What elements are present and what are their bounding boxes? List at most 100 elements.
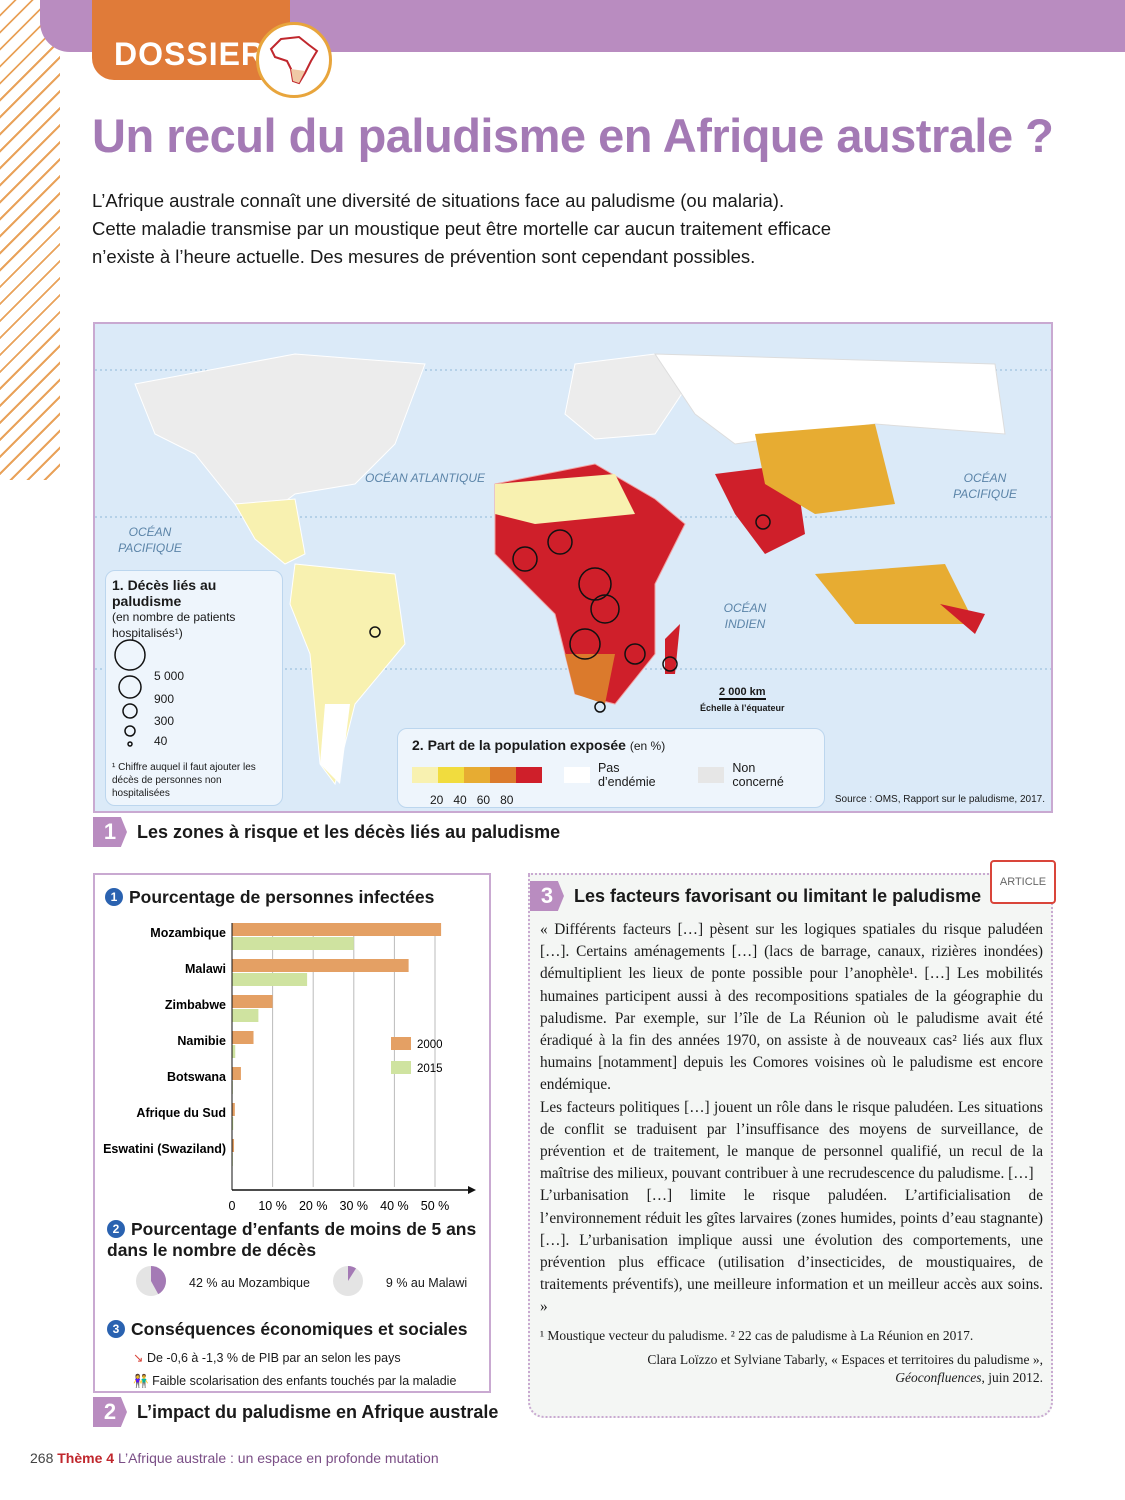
trend-down-icon: ↘ — [133, 1351, 144, 1365]
pie-malawi — [332, 1265, 364, 1300]
category-label: Botswana — [167, 1070, 227, 1084]
bar-2000 — [232, 923, 442, 936]
legend-value: 300 — [154, 714, 175, 728]
bar-2000 — [232, 995, 273, 1008]
tick: 20 — [430, 793, 444, 807]
credit-source: Géoconfluences — [895, 1369, 982, 1385]
bar-2015 — [232, 1009, 259, 1022]
intro-line: n’existe à l’heure actuelle. Des mesures… — [92, 246, 756, 267]
legend-swatch — [391, 1061, 411, 1074]
legend-value: 5 000 — [154, 669, 185, 683]
africa-logo-icon — [256, 22, 332, 98]
intro-line: L’Afrique australe connaît une diversité… — [92, 190, 785, 211]
bar-2000 — [232, 1103, 235, 1116]
x-tick-label: 40 % — [380, 1199, 409, 1213]
doc-number: 1 — [93, 817, 127, 847]
bar-2000 — [232, 1139, 235, 1152]
map-source: Source : OMS, Rapport sur le paludisme, … — [834, 794, 1045, 805]
circle-scale-icon — [114, 639, 146, 747]
bar-2000 — [232, 959, 409, 972]
article-badge: ARTICLE — [990, 860, 1056, 904]
scale-value: 2 000 km — [719, 686, 766, 700]
category-label: Eswatini (Swaziland) — [103, 1142, 226, 1156]
article-text: « Différents facteurs […] pèsent sur les… — [540, 919, 1043, 1387]
legend-swatch — [391, 1037, 411, 1050]
page-title: Un recul du paludisme en Afrique austral… — [92, 109, 1054, 162]
exposure-swatch — [516, 767, 542, 783]
exposure-swatch — [412, 767, 438, 783]
x-tick-label: 30 % — [340, 1199, 369, 1213]
category-label: Zimbabwe — [165, 998, 226, 1012]
pie-label: 9 % au Malawi — [385, 1275, 468, 1290]
exposure-swatch — [464, 767, 490, 783]
swatch-not-concerned — [698, 767, 725, 783]
paragraph: Les facteurs politiques […] jouent un rô… — [540, 1098, 1043, 1183]
ocean-label-atlantic: OCÉAN ATLANTIQUE — [365, 471, 486, 485]
bar-2015 — [232, 1045, 236, 1058]
bar-2000 — [232, 1067, 241, 1080]
children-icon: 👫 — [133, 1374, 149, 1388]
doc3-caption: 3 Les facteurs favorisant ou limitant le … — [530, 881, 981, 911]
pie-slice — [151, 1266, 166, 1295]
intro-text: L’Afrique australe connaît une diversité… — [92, 187, 912, 271]
swatch-no-endemic — [564, 767, 590, 783]
doc3-article: 3 Les facteurs favorisant ou limitant le … — [528, 873, 1053, 1418]
legend-exposure-unit: (en %) — [629, 739, 666, 753]
legend-deaths: 1. Décès liés au paludisme (en nombre de… — [105, 570, 283, 806]
map-scale: 2 000 km Échelle à l’équateur — [700, 686, 785, 713]
label-not-concerned: Non concerné — [732, 761, 784, 789]
footnotes: ¹ Moustique vecteur du paludisme. ² 22 c… — [540, 1327, 974, 1343]
tick: 80 — [500, 793, 514, 807]
section-number: 2 — [107, 1220, 125, 1238]
doc1-caption: 1 Les zones à risque et les décès liés au… — [93, 817, 560, 847]
infection-bar-chart: Mozambique Malawi Zimbabwe Namibie Botswana A… — [103, 923, 476, 1213]
pie-mozambique — [135, 1265, 167, 1300]
pie-slice — [347, 1266, 356, 1281]
bar-2015 — [232, 937, 354, 950]
category-label: Afrique du Sud — [136, 1106, 226, 1120]
exposure-color-scale — [412, 767, 542, 783]
exposure-swatch — [490, 767, 516, 783]
legend-label: 2000 — [417, 1039, 443, 1051]
doc-caption: Les zones à risque et les décès liés au … — [137, 821, 561, 842]
bar-2015 — [232, 1117, 234, 1130]
doc2-panel: 1 Pourcentage de personnes infectées Moza… — [93, 873, 491, 1393]
legend-exposure: 2. Part de la population exposée (en %) … — [397, 728, 825, 808]
section-number: 1 — [105, 888, 123, 906]
x-tick-label: 0 — [229, 1199, 236, 1213]
consequence-item: De -0,6 à -1,3 % de PIB par an selon les… — [146, 1351, 401, 1365]
doc-caption: L’impact du paludisme en Afrique austral… — [137, 1401, 499, 1422]
legend-value: 900 — [154, 692, 175, 706]
ocean-label-pacific-west: OCÉAN PACIFIQUE — [118, 525, 182, 555]
legend-label: 2015 — [417, 1063, 443, 1075]
doc-number: 2 — [93, 1397, 127, 1427]
exposure-ticks: 20 40 60 80 — [430, 793, 810, 807]
category-label: Namibie — [177, 1034, 226, 1048]
paragraph: L’urbanisation […] limite le risque palu… — [540, 1187, 1043, 1316]
x-tick-label: 10 % — [258, 1199, 287, 1213]
x-tick-label: 20 % — [299, 1199, 328, 1213]
x-axis-arrow — [468, 1186, 476, 1194]
pie-label: 42 % au Mozambique — [189, 1275, 310, 1290]
section-title: Pourcentage de personnes infectées — [129, 887, 435, 907]
legend-exposure-title: 2. Part de la population exposée — [412, 737, 626, 753]
category-label: Malawi — [185, 962, 226, 976]
doc-title: Les facteurs favorisant ou limitant le p… — [574, 885, 982, 906]
decorative-hatch — [0, 0, 60, 480]
ocean-label-indian: OCÉAN INDIEN — [723, 601, 767, 631]
bar-2015 — [232, 973, 308, 986]
bar-2000 — [232, 1031, 254, 1044]
map-drawing — [95, 353, 1051, 786]
section-number: 3 — [107, 1320, 125, 1338]
theme-label: Thème 4 — [57, 1450, 115, 1466]
credit-date: , juin 2012. — [981, 1369, 1043, 1385]
tick: 60 — [476, 793, 491, 807]
legend-value: 40 — [154, 734, 168, 748]
scale-note: Échelle à l’équateur — [700, 703, 785, 713]
world-malaria-map: OCÉAN ATLANTIQUE OCÉAN PACIFIQUE OCÉAN P… — [93, 322, 1053, 813]
doc-number: 3 — [530, 881, 564, 911]
legend-deaths-note: ¹ Chiffre auquel il faut ajouter les déc… — [112, 762, 256, 799]
category-label: Mozambique — [150, 926, 226, 940]
exposure-swatch — [438, 767, 464, 783]
theme-title: L’Afrique australe : un espace en profon… — [117, 1450, 439, 1466]
